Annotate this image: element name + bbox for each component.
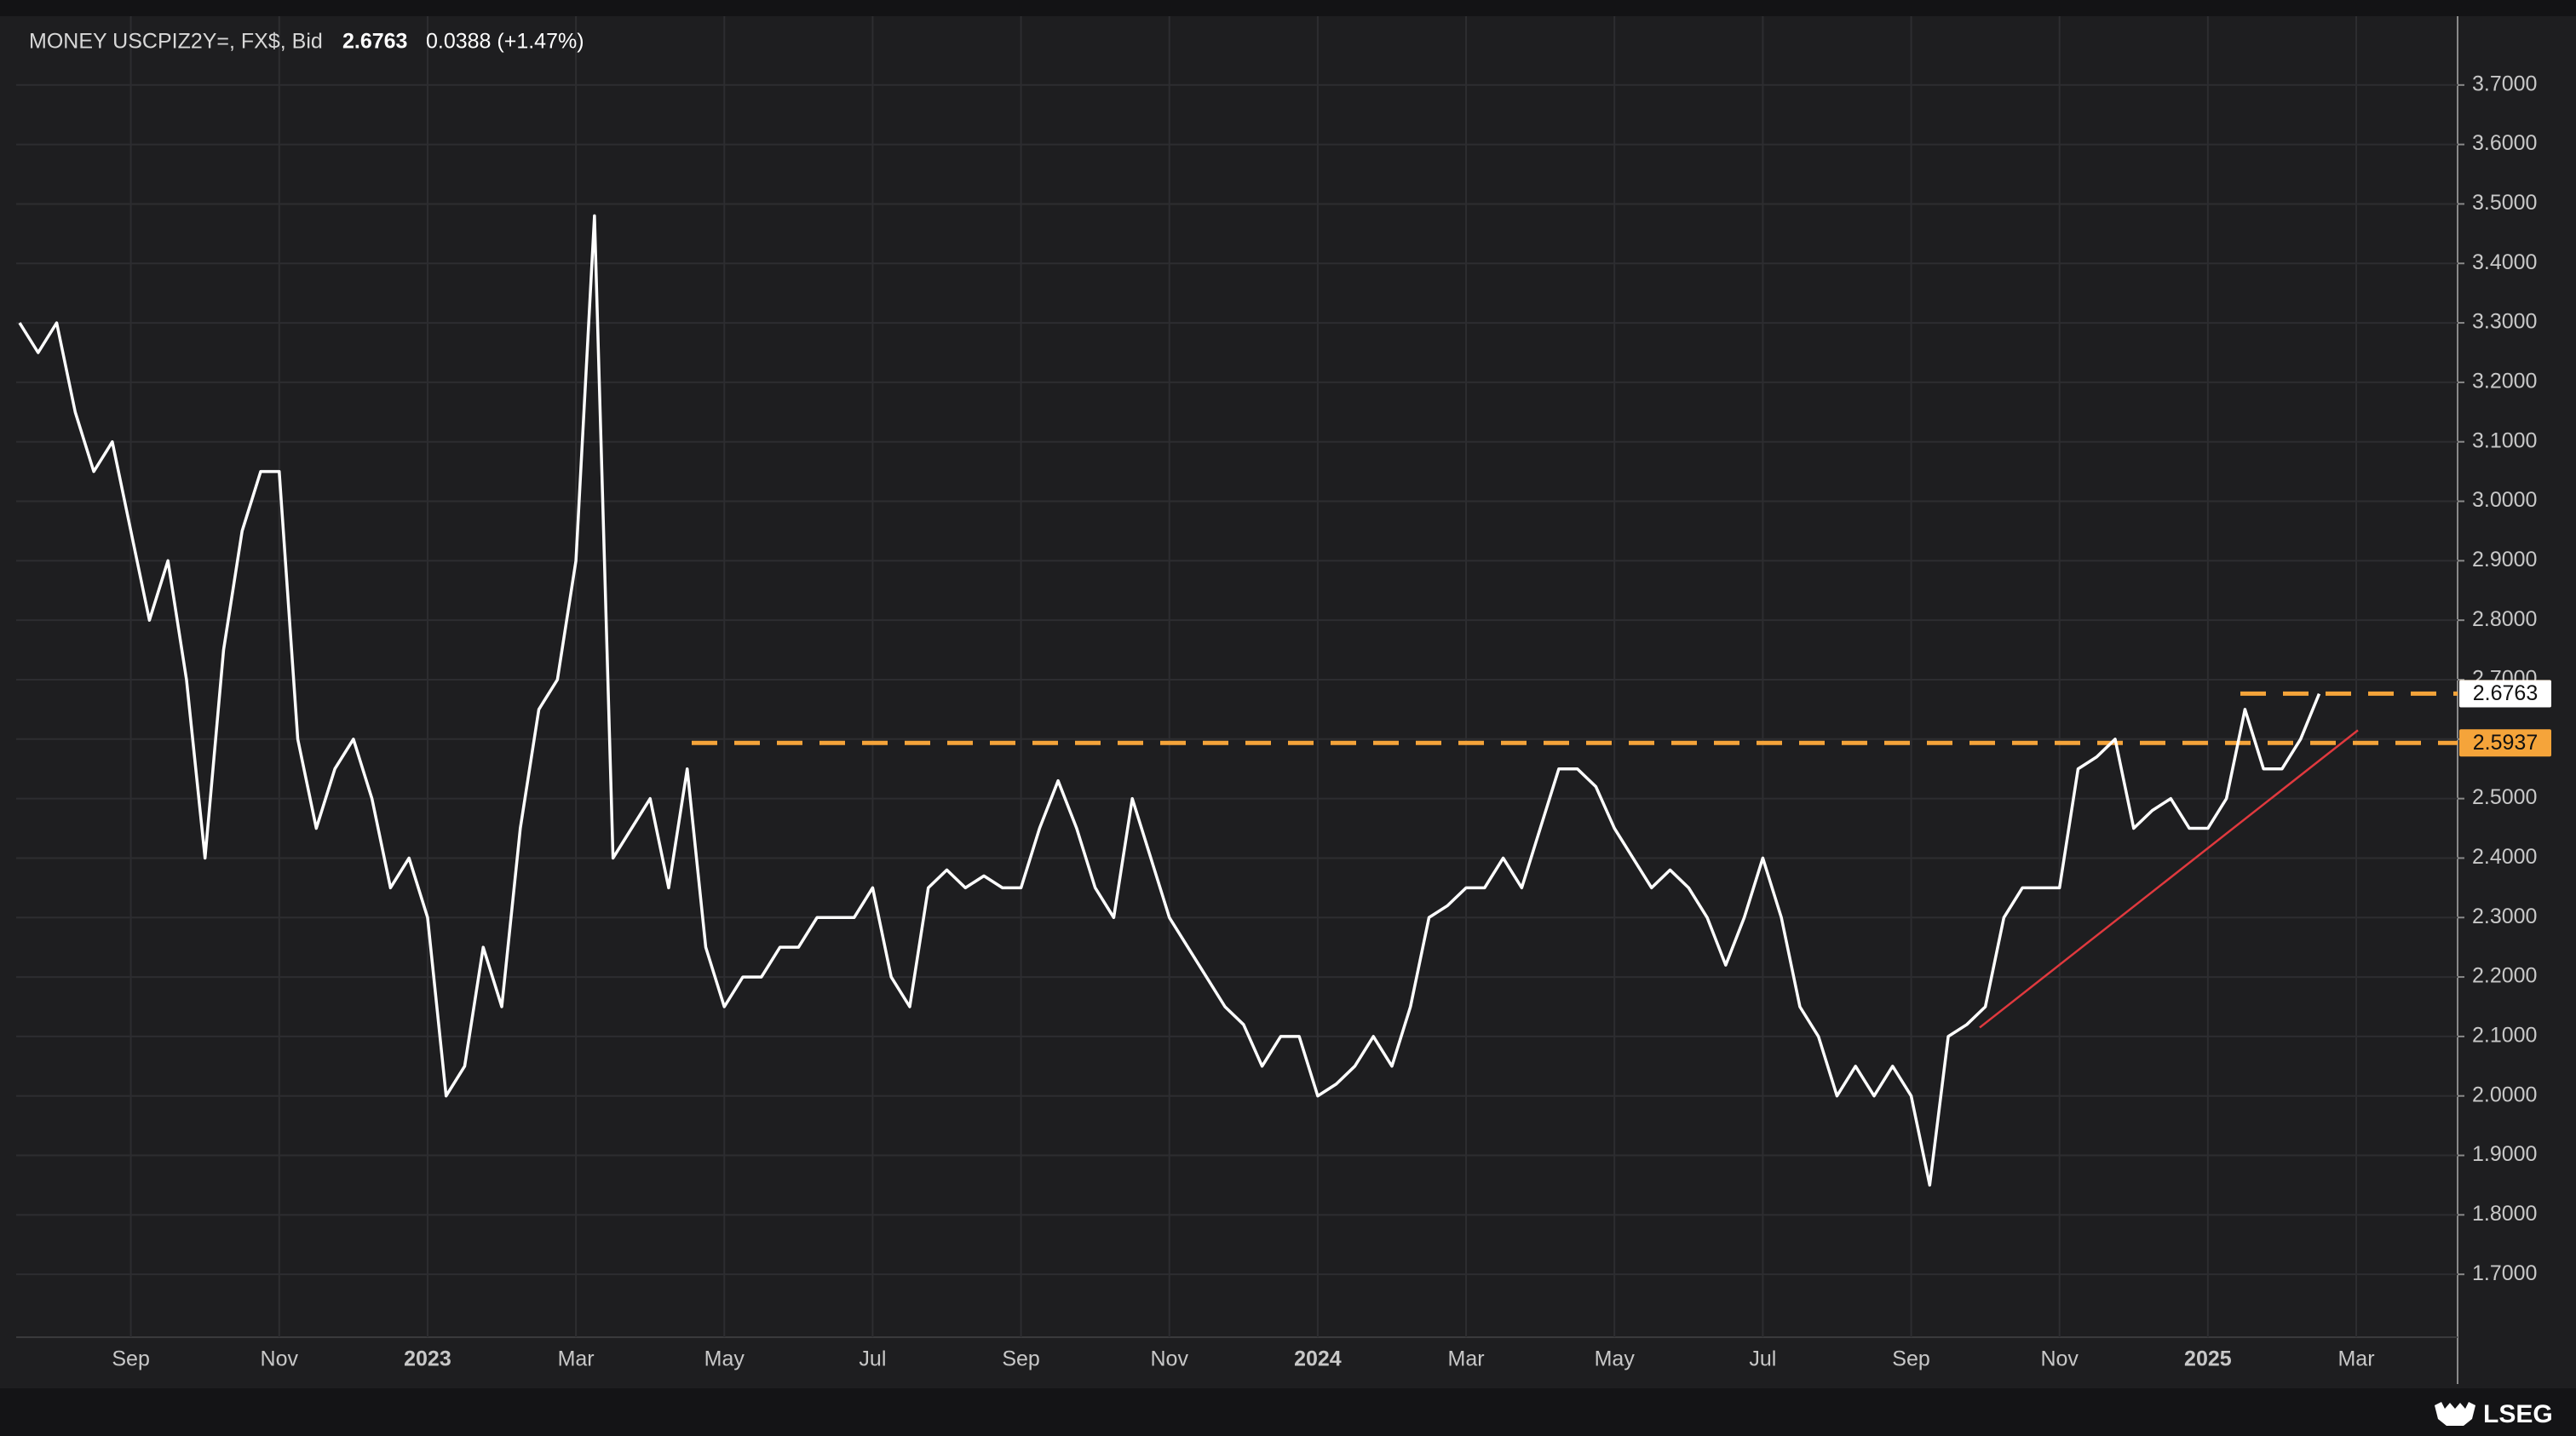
y-tick-label: 3.2000 — [2472, 370, 2537, 393]
y-tick-label: 2.1000 — [2472, 1024, 2537, 1048]
header-title: MONEY USCPIZ2Y=, FX$, Bid — [29, 30, 323, 54]
x-tick-label: May — [704, 1347, 745, 1371]
x-tick-label: Sep — [1002, 1347, 1039, 1371]
x-tick-label: Nov — [1151, 1347, 1189, 1371]
x-tick-label: May — [1595, 1347, 1636, 1371]
bottom-bar — [0, 1388, 2576, 1436]
x-tick-label: 2024 — [1294, 1347, 1342, 1371]
x-tick-label: Jul — [1749, 1347, 1776, 1371]
trend-line — [1979, 729, 2359, 1029]
header-price: 2.6763 — [342, 30, 407, 54]
y-tick-label: 2.3000 — [2472, 905, 2537, 928]
y-tick-label: 3.7000 — [2472, 72, 2537, 95]
y-tick-label: 2.2000 — [2472, 964, 2537, 988]
y-tick-label: 3.3000 — [2472, 310, 2537, 334]
grid — [16, 16, 2464, 1337]
plot — [18, 214, 2458, 1187]
x-tick-label: 2023 — [404, 1347, 451, 1371]
x-tick-label: Sep — [1892, 1347, 1929, 1371]
x-tick-label: Nov — [2040, 1347, 2079, 1371]
brand-icon — [2435, 1402, 2475, 1426]
y-tick-label: 3.4000 — [2472, 250, 2537, 274]
x-tick-label: Sep — [112, 1347, 149, 1371]
y-tick-label: 3.0000 — [2472, 488, 2537, 512]
brand: LSEG — [2483, 1400, 2553, 1428]
x-tick-label: Mar — [1448, 1347, 1485, 1371]
y-tick-label: 2.4000 — [2472, 845, 2537, 869]
x-tick-label: Jul — [859, 1347, 886, 1371]
x-tick-label: Nov — [261, 1347, 299, 1371]
level-label: 2.5937 — [2473, 731, 2538, 755]
y-tick-label: 1.9000 — [2472, 1142, 2537, 1166]
y-tick-label: 2.8000 — [2472, 607, 2537, 631]
y-tick-label: 3.1000 — [2472, 428, 2537, 452]
y-tick-label: 2.9000 — [2472, 548, 2537, 572]
last-price-label-box — [2459, 680, 2551, 708]
y-tick-label: 1.8000 — [2472, 1202, 2537, 1226]
y-tick-label: 2.5000 — [2472, 785, 2537, 809]
last-price-label: 2.6763 — [2473, 681, 2538, 705]
y-tick-label: 1.7000 — [2472, 1261, 2537, 1285]
x-tick-label: 2025 — [2184, 1347, 2232, 1371]
level-label-box — [2459, 729, 2551, 757]
top-bar — [0, 0, 2576, 16]
y-tick-label: 3.6000 — [2472, 131, 2537, 155]
brand-logo — [2435, 1402, 2475, 1426]
header-change: 0.0388 (+1.47%) — [426, 30, 584, 54]
y-tick-label: 3.5000 — [2472, 191, 2537, 215]
series-line — [18, 214, 2321, 1187]
x-tick-label: Mar — [558, 1347, 595, 1371]
x-tick-label: Mar — [2337, 1347, 2374, 1371]
y-tick-label: 2.0000 — [2472, 1083, 2537, 1106]
